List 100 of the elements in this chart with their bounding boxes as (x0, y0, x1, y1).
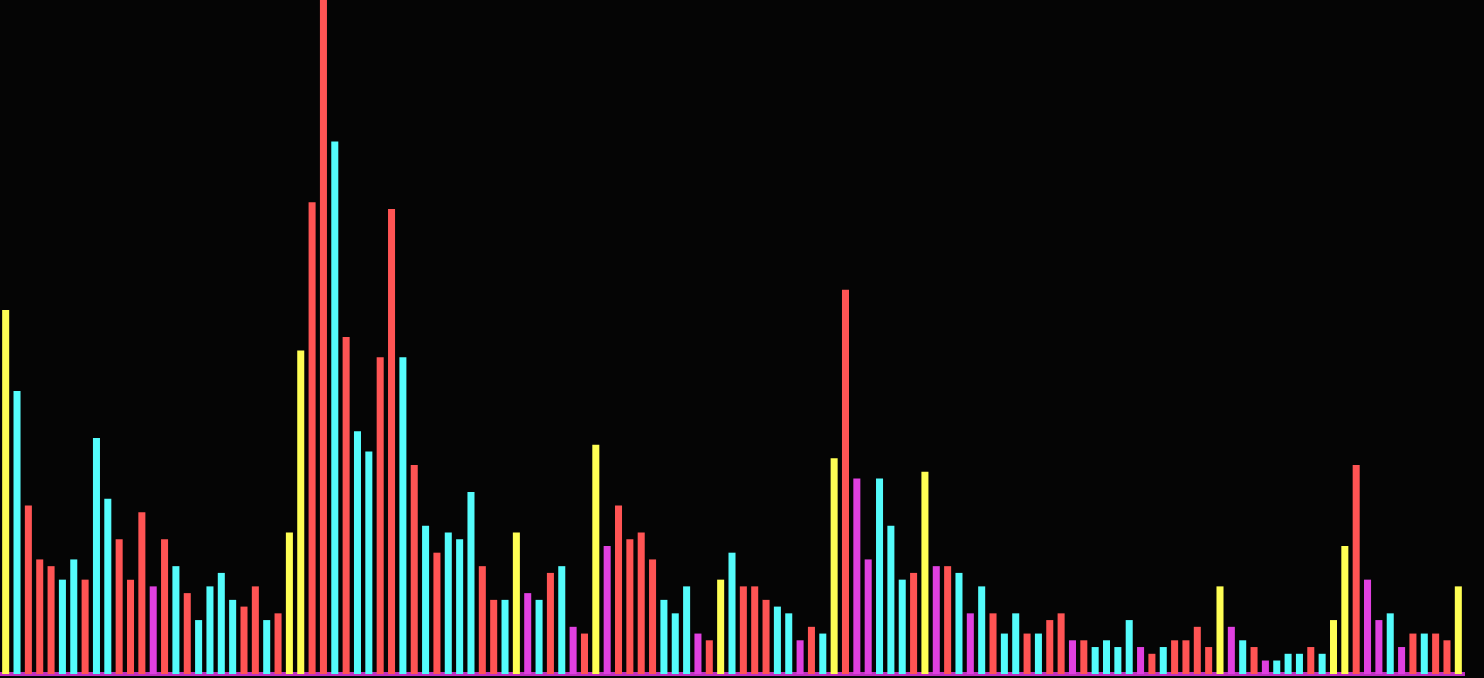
bar (683, 586, 691, 674)
bar (2, 310, 10, 674)
bar (524, 593, 532, 674)
bar (614, 505, 623, 674)
bar (1250, 647, 1258, 674)
bar (172, 566, 180, 674)
bar (932, 566, 940, 674)
bar (1386, 613, 1394, 674)
bar (58, 579, 66, 674)
bar (1114, 647, 1122, 674)
bar (297, 350, 305, 674)
bar (637, 532, 645, 674)
bar (319, 0, 327, 674)
bar (240, 606, 248, 674)
bar (81, 579, 89, 674)
bar (1205, 647, 1213, 674)
bar (1273, 660, 1281, 674)
bar (331, 141, 339, 674)
bar (603, 545, 611, 674)
bar (1046, 620, 1054, 674)
bar (558, 566, 566, 674)
bar (921, 471, 929, 674)
bar (819, 633, 827, 674)
bar (149, 586, 157, 674)
bar (1443, 640, 1451, 674)
bar (739, 586, 747, 674)
bar (807, 626, 815, 674)
bar (785, 613, 793, 674)
bar (796, 640, 804, 674)
bar (1284, 653, 1292, 674)
bar (70, 559, 78, 674)
bar (161, 539, 169, 674)
bar (444, 532, 452, 674)
bar (853, 478, 861, 674)
bar (1420, 633, 1428, 674)
bar (671, 613, 679, 674)
bar (592, 444, 600, 674)
bar (456, 539, 464, 674)
bar (1454, 586, 1462, 674)
bar (762, 599, 770, 674)
bar (1261, 660, 1269, 674)
bar (342, 337, 350, 674)
bar (47, 566, 55, 674)
bar (1000, 633, 1008, 674)
bar (1364, 579, 1372, 674)
bar (830, 458, 838, 674)
bar (1148, 653, 1156, 674)
bar (1080, 640, 1088, 674)
bar (490, 599, 498, 674)
bar (1034, 633, 1042, 674)
bar (308, 202, 316, 674)
bar (263, 620, 271, 674)
bar (955, 572, 963, 674)
bar (1375, 620, 1383, 674)
bar (388, 208, 396, 674)
bar (1102, 640, 1111, 674)
bar (841, 289, 850, 674)
bar (399, 357, 407, 674)
bar (1193, 626, 1201, 674)
bar (1341, 545, 1349, 674)
bar (251, 586, 259, 674)
bar (353, 431, 362, 674)
bar (580, 633, 588, 674)
bar (705, 640, 713, 674)
bar (195, 620, 203, 674)
bar (569, 626, 577, 674)
bar (1216, 586, 1224, 674)
bar (1012, 613, 1020, 674)
bar (1171, 640, 1179, 674)
bar (978, 586, 986, 674)
bar (887, 525, 895, 674)
bar (944, 566, 952, 674)
bar (229, 599, 237, 674)
bar (1318, 653, 1326, 674)
bar (376, 357, 384, 674)
bar (966, 613, 974, 674)
bar (773, 606, 781, 674)
bar (751, 586, 759, 674)
bar (535, 599, 543, 674)
bar (1137, 647, 1145, 674)
bar (467, 492, 475, 674)
bar (24, 505, 32, 674)
bar (1227, 626, 1235, 674)
bar (1409, 633, 1417, 674)
bar (274, 613, 282, 674)
bar (1057, 613, 1065, 674)
bar (365, 451, 373, 674)
bar (410, 465, 418, 674)
bar (898, 579, 906, 674)
bar (422, 525, 430, 674)
bar (13, 390, 21, 674)
bar (1023, 633, 1031, 674)
bar (1398, 647, 1406, 674)
bar (660, 599, 668, 674)
bar (1239, 640, 1247, 674)
bar (217, 572, 225, 674)
bar (115, 539, 123, 674)
bar (1159, 647, 1167, 674)
bar (138, 512, 146, 674)
bar (1307, 647, 1315, 674)
